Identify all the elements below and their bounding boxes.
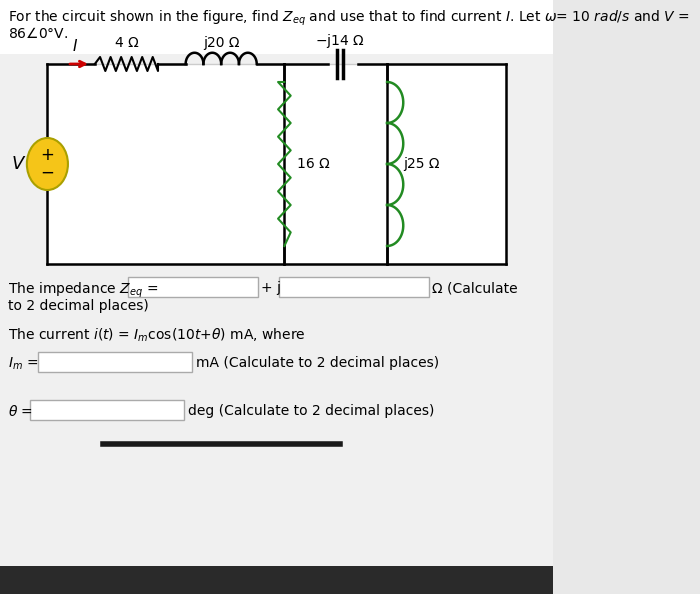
Text: $I$: $I$ xyxy=(72,38,78,54)
Text: j25 Ω: j25 Ω xyxy=(403,157,440,171)
Text: Ω (Calculate: Ω (Calculate xyxy=(432,281,518,295)
Text: mA (Calculate to 2 decimal places): mA (Calculate to 2 decimal places) xyxy=(196,356,439,370)
FancyBboxPatch shape xyxy=(0,0,553,594)
FancyBboxPatch shape xyxy=(279,277,429,297)
Text: 4 Ω: 4 Ω xyxy=(115,36,139,50)
FancyBboxPatch shape xyxy=(38,352,192,372)
Text: +: + xyxy=(41,146,55,164)
Text: The impedance $Z_{eq}$ =: The impedance $Z_{eq}$ = xyxy=(8,281,158,301)
FancyBboxPatch shape xyxy=(0,0,553,54)
FancyBboxPatch shape xyxy=(30,400,184,420)
Text: For the circuit shown in the figure, find $Z_{eq}$ and use that to find current : For the circuit shown in the figure, fin… xyxy=(8,9,690,29)
Circle shape xyxy=(27,138,68,190)
Text: $I_m$ =: $I_m$ = xyxy=(8,356,38,372)
FancyBboxPatch shape xyxy=(0,566,553,594)
Text: deg (Calculate to 2 decimal places): deg (Calculate to 2 decimal places) xyxy=(188,404,435,418)
Text: j20 Ω: j20 Ω xyxy=(203,36,239,50)
Text: 86$\angle$0°V.: 86$\angle$0°V. xyxy=(8,26,68,41)
FancyBboxPatch shape xyxy=(48,64,505,264)
Text: −: − xyxy=(41,164,55,182)
Text: + j: + j xyxy=(262,281,281,295)
Text: to 2 decimal places): to 2 decimal places) xyxy=(8,299,148,313)
Text: $\theta$ =: $\theta$ = xyxy=(8,404,33,419)
Text: $V$: $V$ xyxy=(11,155,27,173)
Text: $-$j14 Ω: $-$j14 Ω xyxy=(315,32,365,50)
Text: 16 Ω: 16 Ω xyxy=(297,157,330,171)
Text: The current $i(t)$ = $I_m$cos(10$t$+$\theta$) mA, where: The current $i(t)$ = $I_m$cos(10$t$+$\th… xyxy=(8,327,305,345)
FancyBboxPatch shape xyxy=(128,277,258,297)
